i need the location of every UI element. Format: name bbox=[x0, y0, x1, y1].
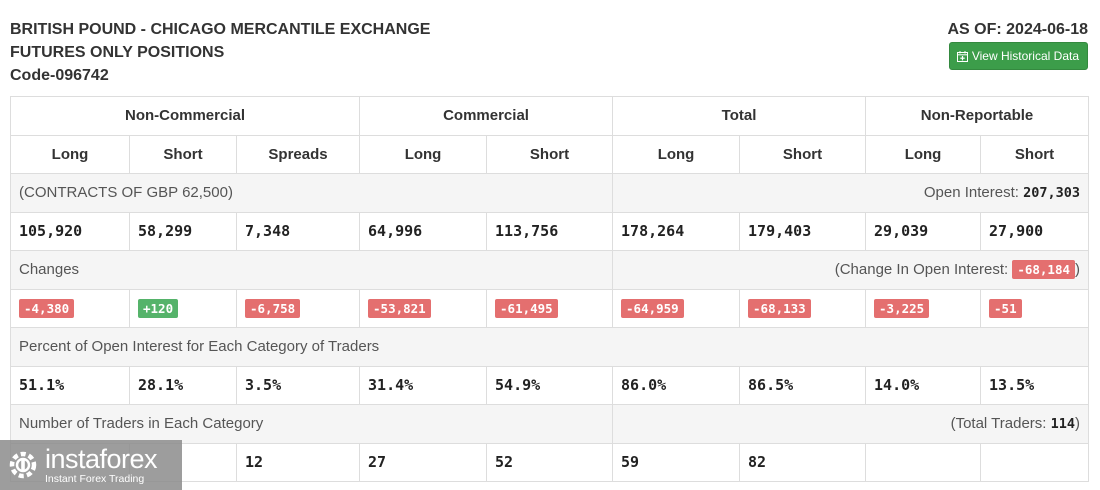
title-line-code: Code-096742 bbox=[10, 67, 109, 84]
positions-row: 105,920 58,299 7,348 64,996 113,756 178,… bbox=[10, 211, 1090, 251]
change-badge: -6,758 bbox=[245, 298, 301, 318]
percent-value: 54.9% bbox=[486, 365, 614, 405]
percent-value: 3.5% bbox=[235, 365, 361, 405]
change-badge: -51 bbox=[989, 298, 1022, 318]
change-cell: +120 bbox=[129, 288, 237, 328]
position-value: 64,996 bbox=[359, 211, 488, 251]
position-value: 179,403 bbox=[739, 211, 867, 251]
as-of-date: AS OF: 2024-06-18 bbox=[947, 21, 1088, 38]
col-nonrep-long: Long bbox=[865, 134, 982, 174]
watermark-tagline: Instant Forex Trading bbox=[45, 473, 145, 485]
changes-label: Changes bbox=[9, 250, 614, 290]
instaforex-watermark: instaforex Instant Forex Trading bbox=[0, 440, 182, 490]
traders-value bbox=[980, 442, 1090, 482]
percent-row: 51.1% 28.1% 3.5% 31.4% 54.9% 86.0% 86.5%… bbox=[10, 365, 1090, 405]
title-line-market: BRITISH POUND - CHICAGO MERCANTILE EXCHA… bbox=[10, 21, 431, 38]
percent-value: 51.1% bbox=[10, 365, 130, 405]
report-header: BRITISH POUND - CHICAGO MERCANTILE EXCHA… bbox=[10, 18, 1088, 88]
report-title: BRITISH POUND - CHICAGO MERCANTILE EXCHA… bbox=[10, 18, 430, 87]
percent-value: 86.0% bbox=[612, 365, 741, 405]
percent-value: 31.4% bbox=[359, 365, 488, 405]
change-open-interest-label: (Change In Open Interest: bbox=[834, 261, 1009, 279]
total-traders-close: ) bbox=[1075, 415, 1081, 433]
traders-value: 59 bbox=[612, 442, 741, 482]
change-cell: -64,959 bbox=[612, 288, 741, 328]
contracts-row: (CONTRACTS OF GBP 62,500) Open Interest:… bbox=[9, 173, 1090, 213]
change-open-interest-close: ) bbox=[1075, 261, 1081, 279]
percent-value: 86.5% bbox=[739, 365, 867, 405]
group-non-reportable: Non-Reportable bbox=[865, 96, 1090, 136]
percent-value: 13.5% bbox=[980, 365, 1090, 405]
col-comm-short: Short bbox=[486, 134, 614, 174]
group-commercial: Commercial bbox=[359, 96, 614, 136]
watermark-name: instaforex bbox=[45, 444, 158, 474]
changes-label-row: Changes (Change In Open Interest: -68,18… bbox=[9, 250, 1090, 290]
change-badge: -53,821 bbox=[368, 298, 431, 318]
change-cell: -61,495 bbox=[486, 288, 614, 328]
col-total-short: Short bbox=[739, 134, 867, 174]
change-cell: -4,380 bbox=[10, 288, 130, 328]
open-interest-cell: Open Interest: 207,303 bbox=[612, 173, 1090, 213]
group-total: Total bbox=[612, 96, 867, 136]
change-badge: -61,495 bbox=[495, 298, 558, 318]
col-nonrep-short: Short bbox=[980, 134, 1090, 174]
col-noncomm-short: Short bbox=[129, 134, 237, 174]
position-value: 113,756 bbox=[486, 211, 614, 251]
position-value: 27,900 bbox=[980, 211, 1090, 251]
change-badge: -4,380 bbox=[19, 298, 75, 318]
calendar-plus-icon bbox=[956, 50, 968, 62]
change-open-interest-cell: (Change In Open Interest: -68,184) bbox=[612, 250, 1090, 290]
total-traders-value: 114 bbox=[1050, 416, 1076, 433]
change-badge: +120 bbox=[138, 298, 179, 318]
traders-value: 27 bbox=[359, 442, 488, 482]
percent-label-row: Percent of Open Interest for Each Catego… bbox=[9, 327, 1090, 367]
traders-label: Number of Traders in Each Category bbox=[9, 404, 614, 444]
col-comm-long: Long bbox=[359, 134, 488, 174]
percent-value: 14.0% bbox=[865, 365, 982, 405]
column-header-row: Long Short Spreads Long Short Long Short… bbox=[10, 134, 1090, 174]
position-value: 178,264 bbox=[612, 211, 741, 251]
percent-value: 28.1% bbox=[129, 365, 237, 405]
change-badge: -68,133 bbox=[748, 298, 811, 318]
position-value: 105,920 bbox=[10, 211, 130, 251]
traders-label-row: Number of Traders in Each Category (Tota… bbox=[9, 404, 1090, 444]
open-interest-value: 207,303 bbox=[1023, 185, 1081, 202]
traders-value: 52 bbox=[486, 442, 614, 482]
position-value: 29,039 bbox=[865, 211, 982, 251]
total-traders-label: (Total Traders: bbox=[950, 415, 1047, 433]
contracts-label: (CONTRACTS OF GBP 62,500) bbox=[9, 173, 614, 213]
change-cell: -6,758 bbox=[235, 288, 361, 328]
total-traders-cell: (Total Traders: 114) bbox=[612, 404, 1090, 444]
title-line-type: FUTURES ONLY POSITIONS bbox=[10, 44, 225, 61]
traders-value: 82 bbox=[739, 442, 867, 482]
change-open-interest-badge: -68,184 bbox=[1012, 260, 1076, 280]
change-badge: -64,959 bbox=[621, 298, 684, 318]
cot-positions-table: Non-Commercial Commercial Total Non-Repo… bbox=[9, 96, 1090, 482]
col-total-long: Long bbox=[612, 134, 741, 174]
percent-label: Percent of Open Interest for Each Catego… bbox=[9, 327, 1090, 367]
change-badge: -3,225 bbox=[874, 298, 930, 318]
change-cell: -53,821 bbox=[359, 288, 488, 328]
change-cell: -68,133 bbox=[739, 288, 867, 328]
change-cell: -51 bbox=[980, 288, 1090, 328]
view-historical-data-button[interactable]: View Historical Data bbox=[948, 42, 1088, 70]
col-noncomm-long: Long bbox=[10, 134, 130, 174]
traders-value: 12 bbox=[235, 442, 361, 482]
open-interest-label: Open Interest: bbox=[923, 184, 1019, 202]
instaforex-logo-icon bbox=[9, 451, 37, 479]
view-historical-data-label: View Historical Data bbox=[971, 49, 1079, 63]
traders-value bbox=[865, 442, 982, 482]
col-noncomm-spreads: Spreads bbox=[235, 134, 361, 174]
change-cell: -3,225 bbox=[865, 288, 982, 328]
group-header-row: Non-Commercial Commercial Total Non-Repo… bbox=[9, 96, 1090, 136]
position-value: 58,299 bbox=[129, 211, 237, 251]
position-value: 7,348 bbox=[235, 211, 361, 251]
group-non-commercial: Non-Commercial bbox=[9, 96, 361, 136]
changes-row: -4,380 +120 -6,758 -53,821 -61,495 -64,9… bbox=[10, 288, 1090, 328]
